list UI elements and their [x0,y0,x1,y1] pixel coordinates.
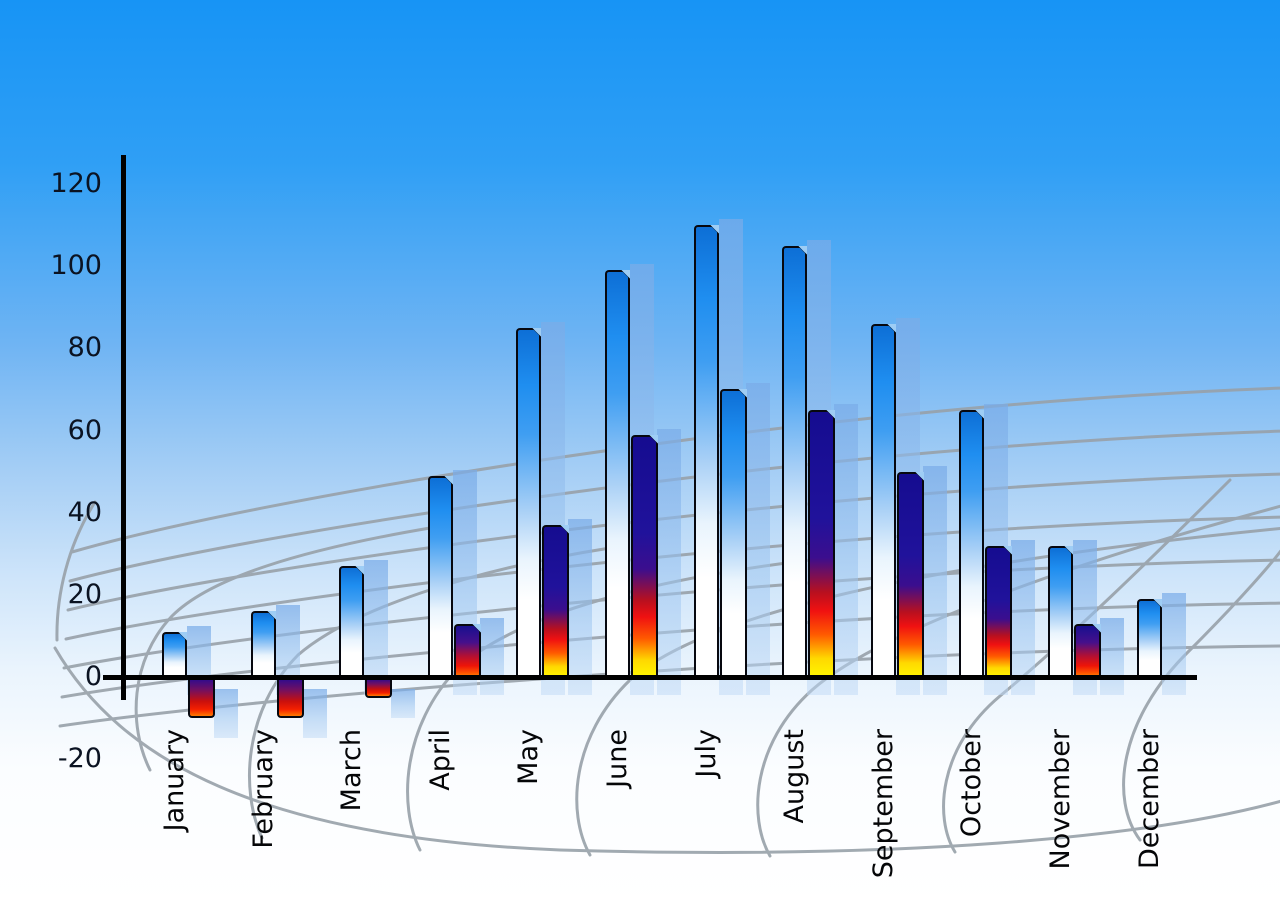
bar-shadow-march-series2 [391,689,415,718]
bar-december-series1 [1137,598,1162,677]
y-tick-label-120: 120 [50,168,102,200]
y-tick-label-40: 40 [67,496,102,528]
x-tick-label-june: June [602,729,633,788]
y-tick-label-0: 0 [84,661,102,692]
bar-shadow-march-series1 [364,560,388,695]
bar-august-series1 [782,245,807,677]
x-tick-label-march: March [336,729,367,812]
x-tick-label-november: November [1045,729,1076,870]
bar-november-series1 [1048,545,1073,677]
y-axis-line [121,155,126,700]
y-tick-label-60: 60 [67,414,102,446]
x-tick-label-july: July [691,729,722,778]
bar-july-series1 [694,225,719,677]
bar-february-series2 [277,679,304,719]
y-tick-label-100: 100 [50,250,102,282]
bar-shadow-august-series2 [834,403,858,695]
bar-shadow-may-series2 [568,519,592,695]
x-tick-label-january: January [159,729,190,832]
bar-january-series2 [188,679,215,719]
bar-october-series1 [959,409,984,677]
bar-september-series2 [897,471,924,677]
bar-shadow-july-series2 [746,383,770,695]
bar-april-series1 [428,475,453,677]
bar-may-series2 [542,525,569,677]
bar-june-series1 [605,270,630,677]
y-tick-label-20: 20 [67,578,102,610]
x-tick-label-may: May [513,729,544,785]
y-tick-label-80: 80 [67,332,102,364]
bar-shadow-february-series2 [303,689,327,739]
bar-august-series2 [808,409,835,677]
bar-may-series1 [516,327,541,677]
bar-july-series2 [720,389,747,677]
bar-shadow-october-series2 [1011,539,1035,695]
bar-shadow-november-series2 [1100,617,1124,695]
x-axis-line [103,675,1197,680]
bar-march-series2 [365,679,392,698]
x-tick-label-december: December [1134,729,1165,870]
bar-october-series2 [985,545,1012,677]
bar-november-series2 [1074,623,1101,677]
bar-shadow-january-series2 [214,689,238,739]
x-tick-label-august: August [779,729,810,824]
bar-march-series1 [339,566,364,677]
y-tick-label--20: -20 [57,743,102,775]
x-tick-label-september: September [868,729,899,879]
x-tick-label-april: April [425,729,456,791]
bar-april-series2 [454,623,481,677]
bar-february-series1 [251,611,276,677]
bar-shadow-september-series2 [923,465,947,695]
bar-january-series1 [162,631,187,677]
x-tick-label-october: October [956,729,987,838]
bar-shadow-april-series2 [480,617,504,695]
bar-september-series1 [871,323,896,677]
bar-june-series2 [631,434,658,677]
bar-shadow-june-series2 [657,428,681,695]
x-tick-label-february: February [248,729,279,849]
